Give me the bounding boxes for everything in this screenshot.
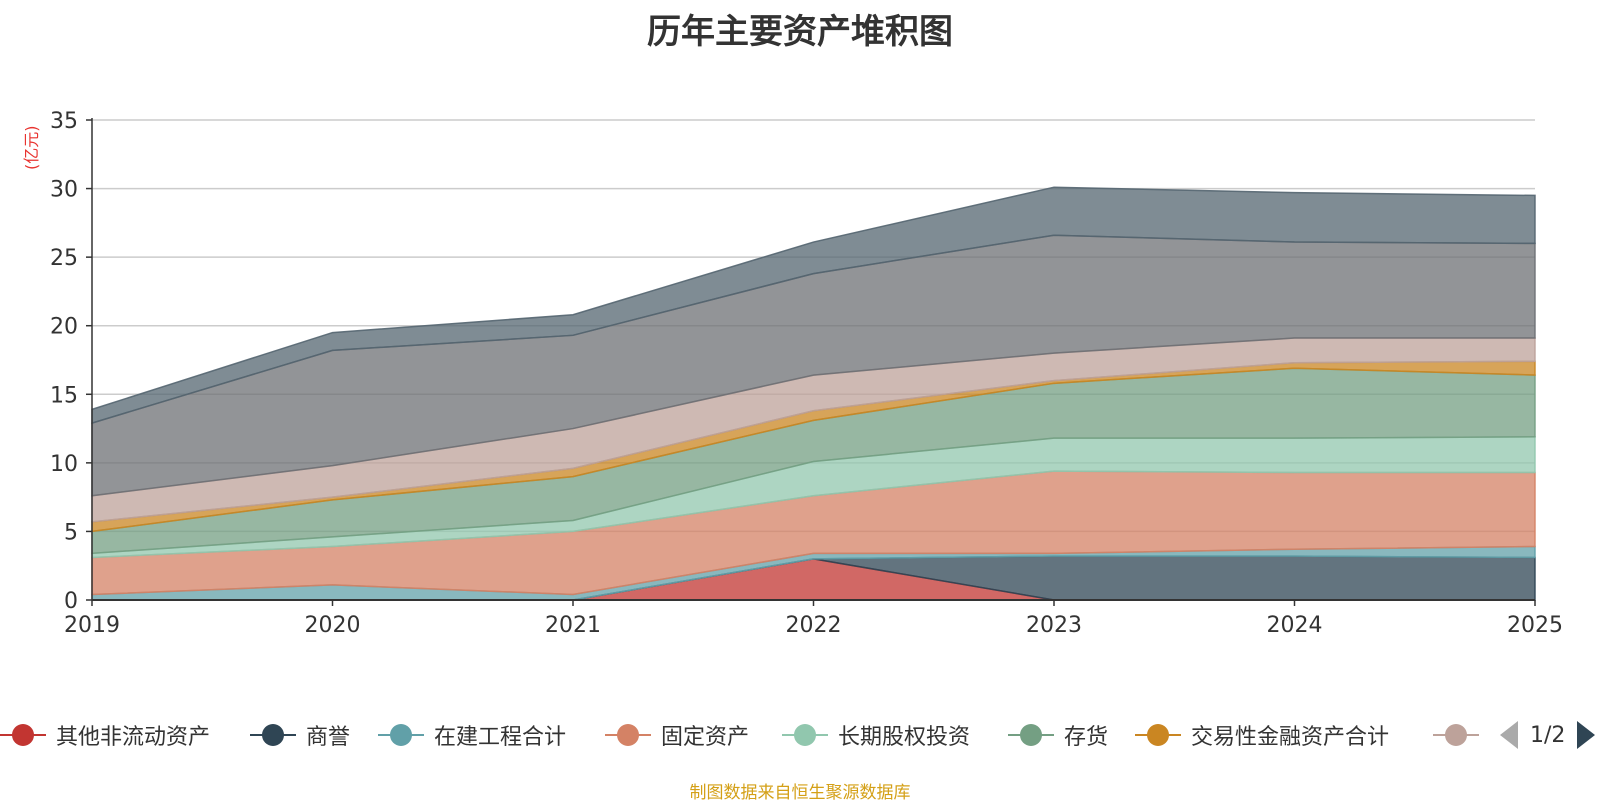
legend-label: 商誉 — [306, 725, 351, 750]
legend-item[interactable]: 长期股权投资 — [782, 718, 970, 752]
x-tick-label: 2024 — [1267, 613, 1323, 638]
x-tick-label: 2019 — [64, 613, 120, 638]
chart-title: 历年主要资产堆积图 — [647, 12, 953, 52]
x-tick-label: 2021 — [545, 613, 601, 638]
x-tick-label: 2025 — [1507, 613, 1563, 638]
y-tick-label: 35 — [50, 109, 78, 134]
legend-item[interactable]: 存货 — [1008, 718, 1108, 752]
area-series — [91, 186, 1536, 601]
x-tick-labels: 2019 2020 2021 2022 2023 2024 2025 — [64, 600, 1563, 638]
legend-next-page-icon[interactable] — [1577, 721, 1596, 749]
legend: 其他非流动资产 商誉 在建工程合计 固定资产 长期股权投资 存货 交易性金融资产合计 — [0, 718, 1600, 752]
legend-item[interactable]: 固定资产 — [605, 718, 749, 752]
legend-marker-icon — [605, 718, 651, 752]
legend-pager: 1/2 — [1500, 718, 1596, 752]
legend-item[interactable] — [1433, 718, 1479, 752]
legend-marker-icon — [0, 718, 46, 752]
legend-label: 存货 — [1064, 725, 1109, 750]
legend-page-indicator: 1/2 — [1530, 722, 1566, 748]
y-tick-label: 5 — [64, 520, 78, 545]
y-tick-label: 25 — [50, 246, 78, 271]
legend-item[interactable]: 在建工程合计 — [378, 718, 566, 752]
legend-marker-icon — [1433, 718, 1479, 752]
data-source-note: 制图数据来自恒生聚源数据库 — [689, 783, 911, 803]
x-tick-label: 2023 — [1026, 613, 1082, 638]
area-series-9[interactable] — [91, 186, 1536, 425]
y-tick-label: 10 — [50, 452, 78, 477]
legend-label: 交易性金融资产合计 — [1191, 725, 1390, 750]
legend-item[interactable]: 交易性金融资产合计 — [1135, 718, 1389, 752]
x-tick-label: 2020 — [305, 613, 361, 638]
y-tick-label: 15 — [50, 383, 78, 408]
legend-marker-icon — [378, 718, 424, 752]
y-tick-labels: 0 5 10 15 20 25 30 35 — [50, 109, 92, 614]
legend-marker-icon — [250, 718, 296, 752]
legend-marker-icon — [1008, 718, 1054, 752]
y-tick-label: 0 — [64, 589, 78, 614]
legend-marker-icon — [1135, 718, 1181, 752]
legend-prev-page-icon[interactable] — [1500, 721, 1518, 749]
legend-label: 长期股权投资 — [838, 725, 971, 750]
y-tick-label: 30 — [50, 178, 78, 203]
legend-label: 固定资产 — [661, 725, 750, 750]
x-tick-label: 2022 — [786, 613, 842, 638]
legend-label: 其他非流动资产 — [56, 725, 211, 750]
legend-item[interactable]: 商誉 — [250, 718, 350, 752]
legend-label: 在建工程合计 — [434, 725, 567, 750]
legend-item[interactable]: 其他非流动资产 — [0, 718, 210, 752]
legend-marker-icon — [782, 718, 828, 752]
y-tick-label: 20 — [50, 315, 78, 340]
